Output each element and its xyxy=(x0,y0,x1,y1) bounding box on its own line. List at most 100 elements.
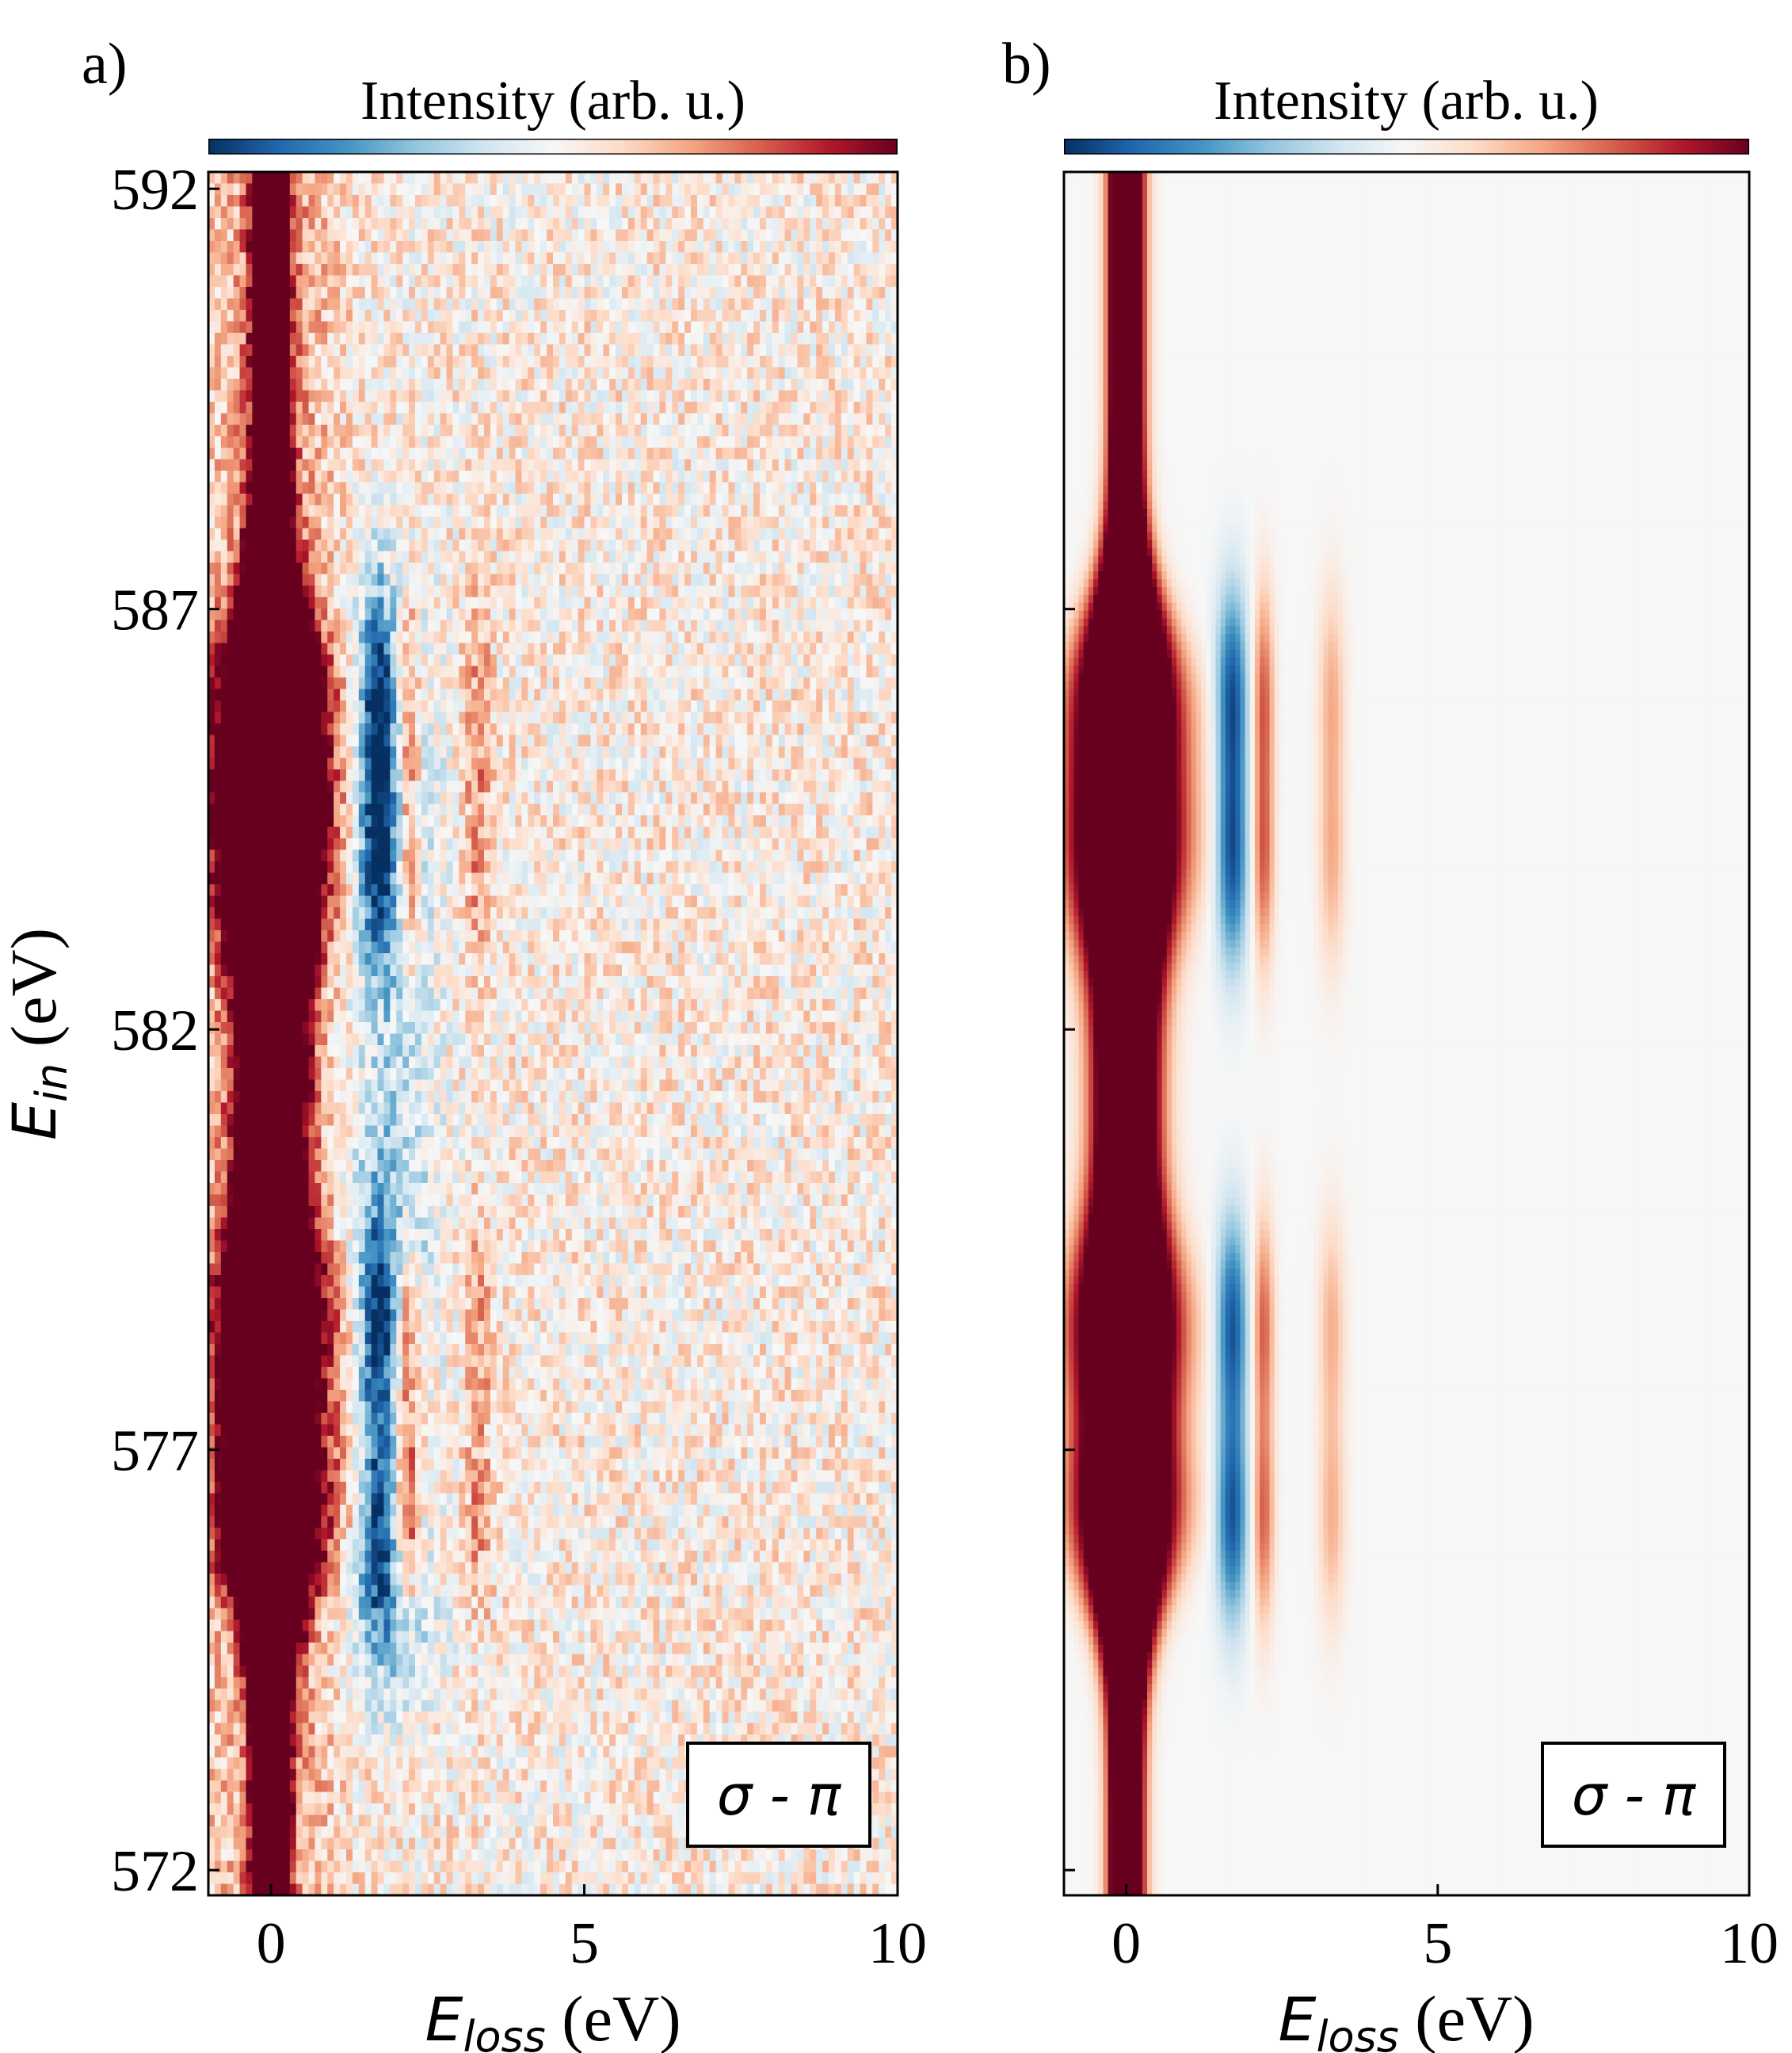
heatmap-cell xyxy=(409,287,416,300)
heatmap-cell xyxy=(528,471,535,483)
heatmap-cell xyxy=(295,620,303,632)
heatmap-cell xyxy=(271,390,278,403)
heatmap-cell xyxy=(521,632,528,644)
heatmap-cell xyxy=(772,321,780,334)
heatmap-cell xyxy=(784,344,792,357)
heatmap-cell xyxy=(640,586,648,598)
heatmap-cell xyxy=(627,551,635,563)
heatmap-cell xyxy=(810,505,817,517)
heatmap-cell xyxy=(433,528,441,540)
heatmap-cell xyxy=(214,540,222,552)
heatmap-cell xyxy=(547,241,554,254)
heatmap-cell xyxy=(709,448,717,460)
heatmap-cell xyxy=(772,643,780,655)
heatmap-cell xyxy=(584,505,592,517)
heatmap-cell xyxy=(810,677,817,690)
heatmap-cell xyxy=(352,471,360,483)
heatmap-cell xyxy=(377,505,385,517)
heatmap-cell xyxy=(709,195,717,208)
heatmap-cell xyxy=(885,356,892,368)
heatmap-cell xyxy=(471,298,479,311)
heatmap-cell xyxy=(521,413,528,425)
heatmap-cell xyxy=(665,528,673,540)
heatmap-cell xyxy=(747,413,754,425)
heatmap-cell xyxy=(872,574,879,586)
heatmap-cell xyxy=(302,425,310,437)
heatmap-cell xyxy=(778,252,786,265)
heatmap-cell xyxy=(879,195,886,208)
heatmap-cell xyxy=(640,321,648,334)
heatmap-cell xyxy=(496,609,504,621)
heatmap-cell xyxy=(778,367,786,380)
heatmap-cell xyxy=(640,356,648,368)
heatmap-cell xyxy=(822,448,829,460)
heatmap-cell xyxy=(853,666,861,678)
heatmap-cell xyxy=(390,677,397,690)
heatmap-cell xyxy=(452,654,459,667)
heatmap-cell xyxy=(283,563,291,575)
heatmap-cell xyxy=(791,654,799,667)
heatmap-cell xyxy=(791,298,799,311)
heatmap-cell xyxy=(346,654,353,667)
heatmap-cell xyxy=(571,505,579,517)
heatmap-cell xyxy=(302,551,310,563)
heatmap-cell xyxy=(271,252,278,265)
heatmap-cell xyxy=(784,298,792,311)
heatmap-cell xyxy=(302,540,310,552)
heatmap-cell xyxy=(327,298,334,311)
heatmap-cell xyxy=(810,287,817,300)
heatmap-cell xyxy=(295,563,303,575)
heatmap-cell xyxy=(691,517,698,529)
heatmap-cell xyxy=(208,494,215,506)
heatmap-cell xyxy=(728,632,735,644)
heatmap-cell xyxy=(590,609,597,621)
heatmap-cell xyxy=(860,402,867,414)
heatmap-cell xyxy=(622,632,629,644)
heatmap-cell xyxy=(515,528,523,540)
heatmap-cell xyxy=(252,379,259,391)
heatmap-cell xyxy=(597,298,604,311)
heatmap-cell xyxy=(252,677,259,690)
heatmap-cell xyxy=(797,321,804,334)
heatmap-cell xyxy=(640,252,648,265)
heatmap-cell xyxy=(547,482,554,494)
heatmap-cell xyxy=(816,494,823,506)
heatmap-cell xyxy=(421,632,429,644)
heatmap-cell xyxy=(578,241,585,254)
heatmap-cell xyxy=(810,620,817,632)
heatmap-cell xyxy=(252,390,259,403)
heatmap-cell xyxy=(496,620,504,632)
heatmap-cell xyxy=(703,586,711,598)
heatmap-cell xyxy=(829,643,836,655)
heatmap-cell xyxy=(321,528,328,540)
heatmap-cell xyxy=(640,172,648,185)
heatmap-cell xyxy=(246,597,253,609)
heatmap-cell xyxy=(208,264,215,277)
heatmap-cell xyxy=(553,333,560,345)
heatmap-cell xyxy=(853,632,861,644)
heatmap-cell xyxy=(258,183,265,196)
heatmap-cell xyxy=(452,195,459,208)
heatmap-cell xyxy=(803,402,810,414)
heatmap-cell xyxy=(478,275,485,288)
heatmap-cell xyxy=(866,494,873,506)
heatmap-cell xyxy=(597,574,604,586)
heatmap-cell xyxy=(653,482,661,494)
heatmap-cell xyxy=(459,264,466,277)
heatmap-cell xyxy=(553,654,560,667)
heatmap-cell xyxy=(509,275,517,288)
heatmap-cell xyxy=(334,609,341,621)
heatmap-cell xyxy=(547,229,554,242)
heatmap-cell xyxy=(490,654,498,667)
heatmap-cell xyxy=(383,333,391,345)
heatmap-cell xyxy=(371,643,379,655)
heatmap-cell xyxy=(220,632,228,644)
heatmap-cell xyxy=(810,275,817,288)
heatmap-cell xyxy=(478,597,485,609)
heatmap-cell xyxy=(246,482,253,494)
heatmap-cell xyxy=(646,287,654,300)
heatmap-cell xyxy=(678,586,685,598)
heatmap-cell xyxy=(803,494,810,506)
heatmap-cell xyxy=(277,206,284,219)
heatmap-cell xyxy=(452,310,459,322)
